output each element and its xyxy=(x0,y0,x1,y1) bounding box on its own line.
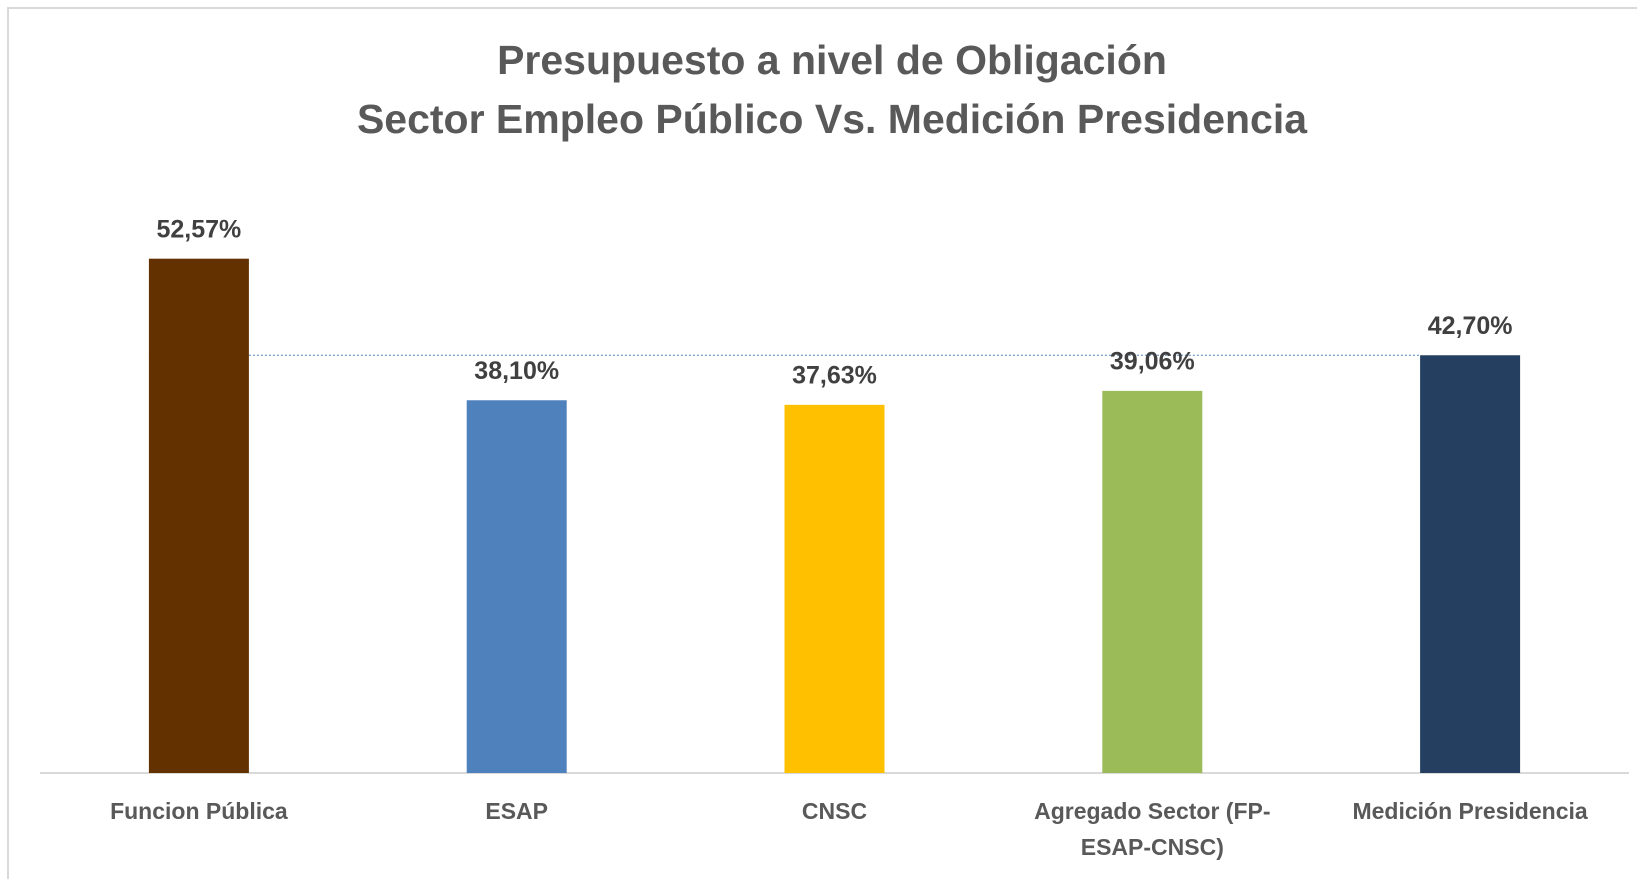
chart-title: Sector Empleo Público Vs. Medición Presi… xyxy=(357,96,1308,142)
bar xyxy=(784,404,885,773)
bar xyxy=(1102,390,1203,773)
chart-border xyxy=(7,7,1637,879)
bar xyxy=(1420,355,1521,773)
data-label: 37,63% xyxy=(792,361,877,389)
x-tick-label: Agregado Sector (FP-ESAP-CNSC) xyxy=(1034,798,1271,860)
x-tick-label: CNSC xyxy=(801,798,868,824)
data-label: 42,70% xyxy=(1428,312,1513,340)
data-label: 38,10% xyxy=(474,357,559,385)
chart-title: Presupuesto a nivel de Obligación xyxy=(497,37,1167,83)
x-tick-label: Medición Presidencia xyxy=(1352,798,1588,824)
data-label: 39,06% xyxy=(1110,347,1195,375)
bar xyxy=(466,400,567,773)
x-tick-label: ESAP xyxy=(485,798,548,824)
x-tick-label: Funcion Pública xyxy=(110,798,288,824)
data-label: 52,57% xyxy=(157,215,242,243)
bar xyxy=(148,258,249,773)
